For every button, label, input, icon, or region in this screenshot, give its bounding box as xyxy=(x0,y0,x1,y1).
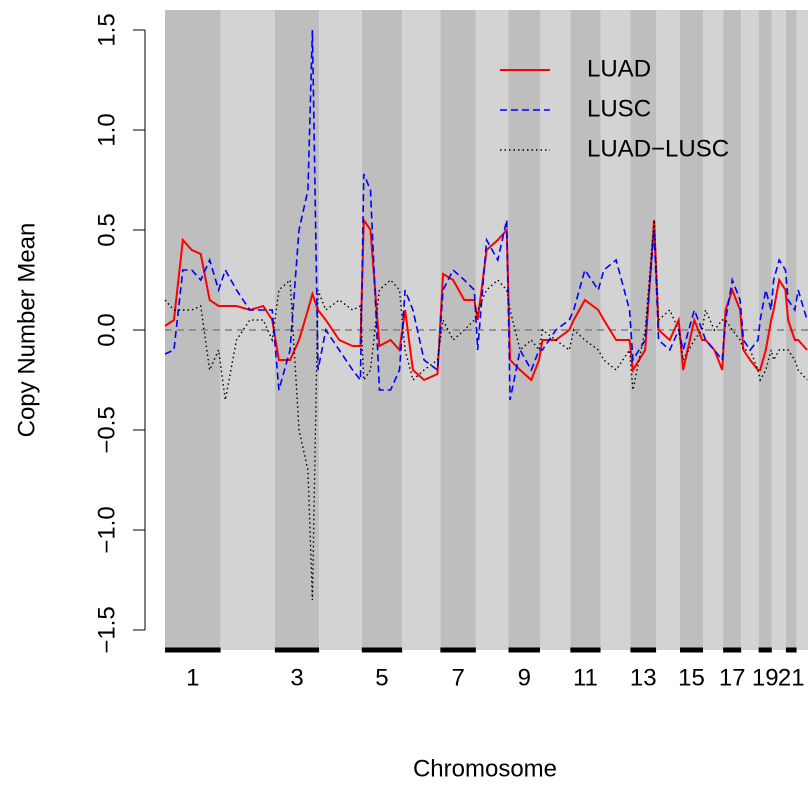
x-tick-label: 1 xyxy=(186,664,199,691)
chromosome-band xyxy=(656,10,681,650)
y-tick-label: −1.0 xyxy=(93,506,120,553)
x-tick-label: 21 xyxy=(778,664,805,691)
y-tick-label: −0.5 xyxy=(93,406,120,453)
x-tick-label: 15 xyxy=(678,664,705,691)
legend-label: LUAD−LUSC xyxy=(587,135,729,162)
y-axis-title: Copy Number Mean xyxy=(13,223,40,438)
chromosome-band xyxy=(741,10,759,650)
x-tick-label: 3 xyxy=(290,664,303,691)
y-tick-label: −1.5 xyxy=(93,606,120,653)
y-tick-label: 0.5 xyxy=(93,213,120,246)
x-axis-title: Chromosome xyxy=(413,755,557,782)
x-tick-label: 11 xyxy=(573,664,598,691)
chromosome-band xyxy=(703,10,724,650)
x-tick-label: 7 xyxy=(451,664,464,691)
x-tick-label: 9 xyxy=(518,664,531,691)
legend-label: LUAD xyxy=(587,55,651,82)
series-line xyxy=(164,29,808,401)
x-tick-label: 5 xyxy=(375,664,388,691)
series-line xyxy=(164,216,808,382)
legend-label: LUSC xyxy=(587,95,651,122)
y-tick-label: 0.0 xyxy=(93,313,120,346)
y-tick-label: 1.5 xyxy=(93,13,120,46)
x-tick-label: 19 xyxy=(752,664,779,691)
x-tick-label: 17 xyxy=(719,664,746,691)
x-tick-label: 13 xyxy=(630,664,657,691)
y-tick-label: 1.0 xyxy=(93,113,120,146)
series-line xyxy=(164,219,808,601)
